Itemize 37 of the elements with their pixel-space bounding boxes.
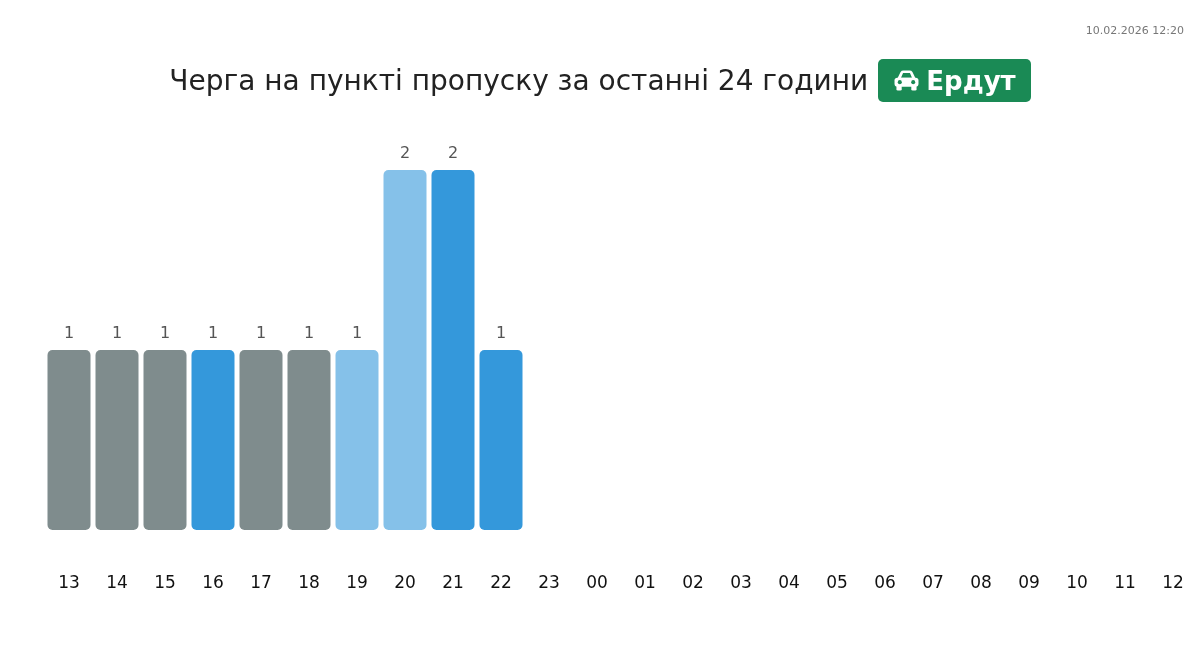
chart-subtitle: Ердут — [926, 65, 1016, 96]
x-tick-label: 04 — [778, 572, 800, 593]
x-tick-label: 09 — [1018, 572, 1040, 593]
x-tick-label: 08 — [970, 572, 992, 593]
x-tick-label: 20 — [394, 572, 416, 593]
x-tick-label: 01 — [634, 572, 656, 593]
data-label: 1 — [255, 323, 267, 342]
x-tick-label: 00 — [586, 572, 608, 593]
data-label: 2 — [399, 143, 411, 162]
x-tick-label: 13 — [58, 572, 80, 593]
data-label: 1 — [495, 323, 507, 342]
x-tick-label: 10 — [1066, 572, 1088, 593]
x-tick-label: 11 — [1114, 572, 1136, 593]
x-tick-label: 17 — [250, 572, 272, 593]
text: 10.02.2026 12:20 — [1085, 24, 1184, 37]
x-tick-label: 07 — [922, 572, 944, 593]
data-label: 1 — [303, 323, 315, 342]
data-label: 1 — [159, 323, 171, 342]
data-label: 1 — [63, 323, 75, 342]
x-tick-label: 06 — [874, 572, 896, 593]
x-tick-label: 19 — [346, 572, 368, 593]
data-label: 1 — [111, 323, 123, 342]
x-tick-label: 18 — [298, 572, 320, 593]
data-label: 2 — [447, 143, 459, 162]
x-tick-label: 21 — [442, 572, 464, 593]
x-tick-label: 23 — [538, 572, 560, 593]
x-tick-label: 16 — [202, 572, 224, 593]
chart-title: Черга на пункті пропуску за останні 24 години — [169, 64, 869, 97]
data-label: 1 — [207, 323, 219, 342]
x-tick-label: 02 — [682, 572, 704, 593]
x-tick-label: 14 — [106, 572, 128, 593]
x-tick-label: 03 — [730, 572, 752, 593]
x-tick-label: 15 — [154, 572, 176, 593]
x-tick-label: 12 — [1162, 572, 1184, 593]
x-tick-label: 22 — [490, 572, 512, 593]
x-tick-label: 05 — [826, 572, 848, 593]
data-label: 1 — [351, 323, 363, 342]
